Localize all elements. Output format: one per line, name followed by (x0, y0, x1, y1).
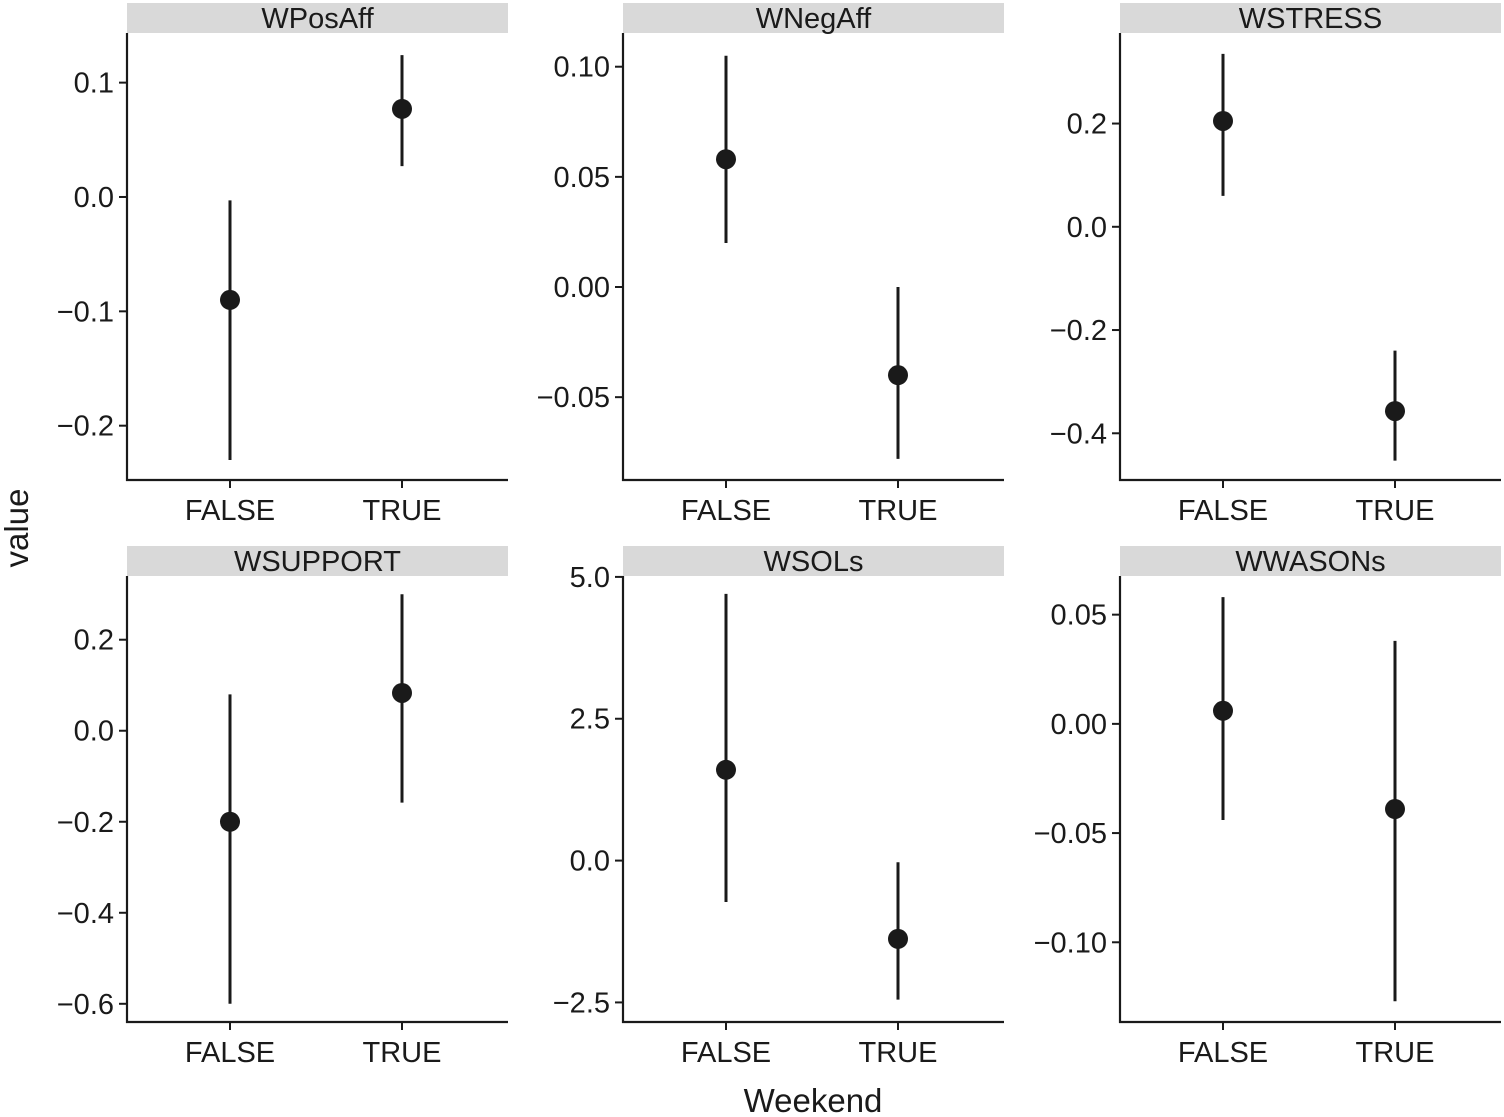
x-tick-label: FALSE (185, 495, 275, 527)
data-point-true (1385, 401, 1405, 422)
y-tick-label: −2.5 (553, 987, 610, 1019)
facet-wposaff: WPosAff 0.1 0.0 −0.1 −0.2 FALSE TRUE (57, 3, 508, 527)
x-tick-label: FALSE (1178, 1037, 1268, 1069)
y-tick-label: 0.2 (74, 625, 114, 657)
facet-strip (623, 3, 1004, 33)
y-axis-title: value (0, 489, 35, 568)
facet-wstress: WSTRESS 0.2 0.0 −0.2 −0.4 FALSE TRUE (1050, 3, 1501, 527)
y-tick-label: 0.0 (74, 716, 114, 748)
facet-title: WPosAff (261, 3, 374, 35)
facet-strip (127, 546, 508, 576)
y-tick-label: 0.2 (1067, 109, 1107, 141)
y-tick-label: 2.5 (570, 704, 610, 736)
y-tick-label: −0.10 (1034, 927, 1107, 959)
data-point-false (1213, 110, 1233, 131)
facet-wnegaff: WNegAff 0.10 0.05 0.00 −0.05 FALSE TRUE (537, 3, 1004, 527)
y-tick-label: −0.2 (1050, 315, 1107, 347)
x-tick-label: FALSE (681, 495, 771, 527)
y-tick-label: 0.00 (554, 272, 610, 304)
y-tick-label: 0.05 (554, 162, 610, 194)
facet-title: WSTRESS (1239, 3, 1382, 35)
data-point-true (392, 98, 412, 119)
y-tick-label: −0.05 (537, 382, 610, 414)
y-tick-label: 0.0 (570, 846, 610, 878)
y-tick-label: −0.4 (57, 898, 114, 930)
y-tick-label: −0.1 (57, 296, 114, 328)
x-tick-label: TRUE (859, 1037, 938, 1069)
data-point-false (220, 289, 240, 310)
y-tick-label: −0.4 (1050, 418, 1107, 450)
y-tick-label: 0.10 (554, 52, 610, 84)
data-point-true (1385, 799, 1405, 820)
data-point-false (220, 811, 240, 832)
x-tick-label: TRUE (363, 495, 442, 527)
x-tick-label: TRUE (1356, 1037, 1435, 1069)
y-tick-label: −0.05 (1034, 818, 1107, 850)
facet-strip (1120, 546, 1501, 576)
x-tick-label: TRUE (1356, 495, 1435, 527)
y-tick-label: −0.2 (57, 807, 114, 839)
y-tick-label: 0.00 (1051, 709, 1107, 741)
y-tick-label: 0.05 (1051, 600, 1107, 632)
facet-panels: WPosAff 0.1 0.0 −0.1 −0.2 FALSE TRUE WNegAff 0.1… (57, 3, 1501, 1069)
y-tick-label: 0.0 (74, 182, 114, 214)
data-point-false (1213, 700, 1233, 721)
x-tick-label: FALSE (185, 1037, 275, 1069)
data-point-false (716, 149, 736, 170)
x-tick-label: TRUE (859, 495, 938, 527)
data-point-false (716, 759, 736, 780)
facet-wsupport: WSUPPORT 0.2 0.0 −0.2 −0.4 −0.6 FALSE TRUE (57, 546, 508, 1069)
data-point-true (392, 682, 412, 703)
facet-title: WNegAff (756, 3, 872, 35)
facet-title: WWASONs (1235, 546, 1385, 578)
facet-wsols: WSOLs 5.0 2.5 0.0 −2.5 FALSE TRUE (553, 546, 1004, 1069)
facet-title: WSUPPORT (234, 546, 401, 578)
facet-strip (1120, 3, 1501, 33)
y-tick-label: 5.0 (570, 562, 610, 594)
facet-strip (623, 546, 1004, 576)
data-point-true (888, 928, 908, 949)
facet-wwasons: WWASONs 0.05 0.00 −0.05 −0.10 FALSE TRUE (1034, 546, 1501, 1069)
y-tick-label: 0.0 (1067, 212, 1107, 244)
x-tick-label: TRUE (363, 1037, 442, 1069)
x-axis-title: Weekend (744, 1082, 883, 1117)
x-tick-label: FALSE (681, 1037, 771, 1069)
y-tick-label: −0.2 (57, 411, 114, 443)
y-tick-label: 0.1 (74, 68, 114, 100)
y-tick-label: −0.6 (57, 989, 114, 1021)
facet-strip (127, 3, 508, 33)
facet-title: WSOLs (764, 546, 864, 578)
x-tick-label: FALSE (1178, 495, 1268, 527)
data-point-true (888, 365, 908, 386)
